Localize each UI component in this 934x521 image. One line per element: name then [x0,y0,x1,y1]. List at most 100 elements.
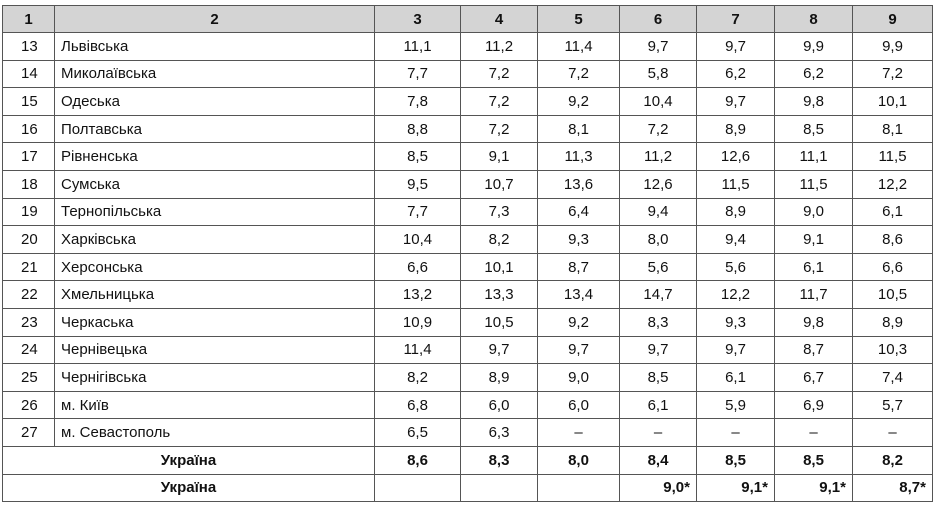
table-cell: 9,7 [696,87,775,116]
table-cell: 9,8 [774,87,853,116]
table-cell: 7,4 [852,363,933,392]
summary-cell: 8,5 [696,445,775,475]
table-row: 27 м. Севастополь 6,5 6,3– – – – – [2,418,933,447]
table-cell: 5,6 [696,252,775,282]
table-cell: 10,1 [460,252,538,282]
table-cell: 9,7 [460,335,538,365]
table-cell: 9,3 [537,225,620,254]
table-cell: 6,1 [774,252,853,282]
summary-row: Україна 9,0* 9,1* 9,1* 8,7* [2,473,933,503]
table-cell: Тернопільська [54,197,375,227]
table-cell: 5,8 [619,59,697,89]
table-cell: Сумська [54,169,375,199]
table-cell: 6,6 [852,252,933,282]
table-cell: 6,2 [696,59,775,89]
header-cell: 6 [619,5,697,33]
table-cell: 11,2 [619,142,697,171]
table-cell: – [852,418,933,447]
table-row: 14 Миколаївська 7,7 7,2 7,2 5,8 6,2 6,2 7,2 [2,59,933,89]
table-row: 20 Харківська 10,4 8,2 9,3 8,0 9,4 9,1 8,6 [2,225,933,254]
table-cell: 13,2 [374,280,461,309]
table-cell: 22 [2,280,55,309]
table-cell: 9,8 [774,307,853,337]
table-cell: 6,5 [374,418,461,447]
table-cell: 9,7 [696,32,775,61]
table-cell: Херсонська [54,252,375,282]
table-cell: 11,1 [374,32,461,61]
table-cell: 7,2 [460,114,538,144]
table-cell: 6,6 [374,252,461,282]
table-cell: – [619,418,697,447]
table-cell: 8,5 [619,363,697,392]
table-cell: 11,5 [774,169,853,199]
table-cell: 11,2 [460,32,538,61]
table-cell: 9,7 [619,32,697,61]
table-cell: 7,7 [374,197,461,227]
table-cell: 25 [2,363,55,392]
table-cell: 9,4 [696,225,775,254]
table-cell: 12,2 [852,169,933,199]
table-row: 23 Черкаська 10,9 10,5 9,2 8,3 9,3 9,8 8,9 [2,307,933,337]
table-cell: 9,7 [696,335,775,365]
table-cell: 11,7 [774,280,853,309]
table-cell: Чернігівська [54,363,375,392]
table-cell: 9,2 [537,87,620,116]
header-cell: 3 [374,5,461,33]
summary-cell: 8,5 [774,445,853,475]
table-cell: – [774,418,853,447]
table-cell: 10,7 [460,169,538,199]
summary-row: Україна 8,6 8,3 8,0 8,4 8,5 8,5 8,2 [2,445,933,475]
table-cell: 9,2 [537,307,620,337]
summary-cell: 8,4 [619,445,697,475]
table-row: 13 Львівська 11,1 11,2 11,4 9,7 9,7 9,9 9,9 [2,32,933,61]
empty-cell [374,473,461,503]
table-cell: Харківська [54,225,375,254]
summary-cell: 8,6 [374,445,461,475]
empty-cell [537,473,620,503]
table-cell: 24 [2,335,55,365]
table-cell: 7,2 [460,59,538,89]
table-cell: 11,4 [537,32,620,61]
table-cell: 7,8 [374,87,461,116]
table-cell: 11,1 [774,142,853,171]
table-cell: 9,4 [619,197,697,227]
table-cell: 8,2 [374,363,461,392]
table-cell: 11,5 [852,142,933,171]
table-cell: 9,5 [374,169,461,199]
table-cell: 7,2 [852,59,933,89]
table-cell: 14,7 [619,280,697,309]
table-cell: Черкаська [54,307,375,337]
table-cell: м. Севастополь [54,418,375,447]
summary-cell: 9,1* [696,473,775,503]
table-cell: 19 [2,197,55,227]
table-cell: 7,7 [374,59,461,89]
table-cell: 8,9 [696,114,775,144]
table-cell: 8,7 [537,252,620,282]
table-cell: 11,4 [374,335,461,365]
table-row: 17 Рівненська 8,5 9,1 11,3 11,2 12,6 11,1 11,5 [2,142,933,171]
summary-label: Україна [2,445,375,475]
header-cell: 8 [774,5,853,33]
summary-cell: 9,1* [774,473,853,503]
table-cell: 8,9 [696,197,775,227]
table-cell: Чернівецька [54,335,375,365]
table-row: 19 Тернопільська 7,7 7,3 6,4 9,4 8,9 9,0 6,1 [2,197,933,227]
table-cell: 8,3 [619,307,697,337]
header-cell: 7 [696,5,775,33]
table-cell: 8,1 [852,114,933,144]
table-cell: 9,9 [852,32,933,61]
table-cell: 8,5 [774,114,853,144]
table-cell: Одеська [54,87,375,116]
table-cell: 26 [2,390,55,420]
table-cell: 8,0 [619,225,697,254]
table-cell: Львівська [54,32,375,61]
table-cell: 10,4 [619,87,697,116]
table-cell: 13,4 [537,280,620,309]
table-cell: 13,6 [537,169,620,199]
table-cell: 6,9 [774,390,853,420]
table-cell: 6,0 [537,390,620,420]
table-cell: 9,0 [537,363,620,392]
table-row: 24 Чернівецька 11,4 9,7 9,7 9,7 9,7 8,7 10,3 [2,335,933,365]
